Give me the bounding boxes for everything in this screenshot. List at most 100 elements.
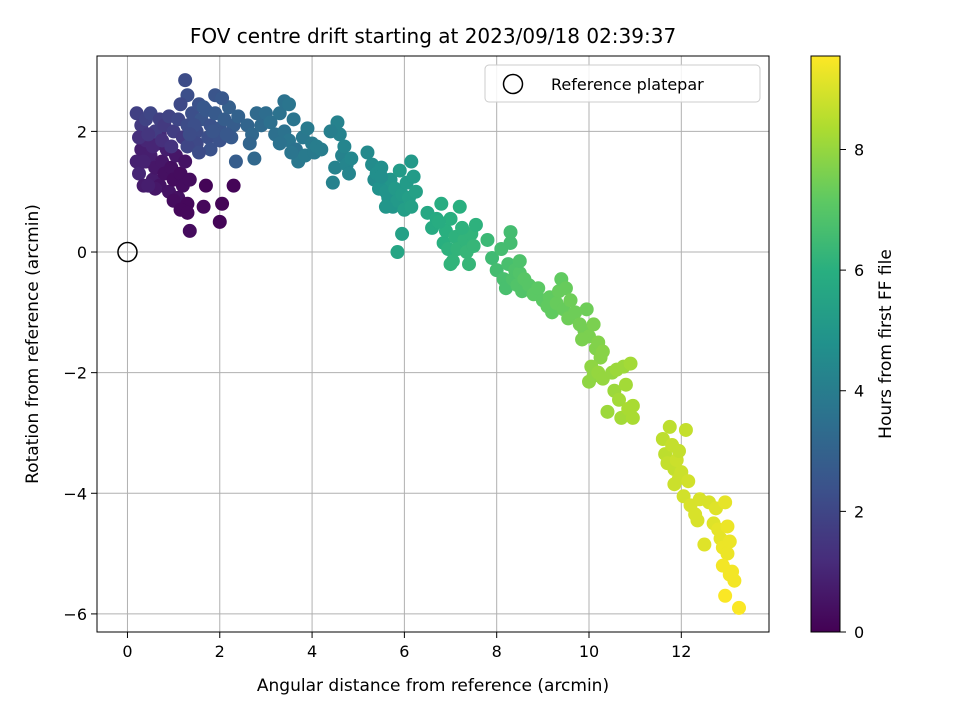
data-point [722,534,737,549]
data-point [408,184,423,199]
data-point [247,151,262,166]
data-point [192,145,206,160]
data-point [404,154,419,169]
legend-marker [502,73,524,95]
data-point [434,196,449,211]
data-point [732,600,746,615]
x-tick-label: 10 [579,642,599,661]
colorbar-tick-label: 8 [854,140,864,159]
data-point [720,546,735,561]
data-point [625,410,640,425]
y-tick-label: −6 [63,605,87,624]
chart-title: FOV centre drift starting at 2023/09/18 … [190,24,676,48]
data-point [136,154,151,169]
data-point [718,588,733,603]
data-point [678,422,693,437]
data-point [242,136,257,151]
data-point [180,139,195,154]
reference-point-marker [117,241,138,263]
data-point [374,169,389,184]
data-point [697,537,712,552]
data-point [344,151,359,166]
data-point [558,281,573,296]
data-point [203,142,218,157]
y-tick-label: −4 [63,484,87,503]
data-point [141,127,156,142]
data-point [662,419,677,434]
data-point [623,356,638,371]
data-point [395,226,410,241]
data-point [178,73,193,88]
x-tick-label: 0 [122,642,132,661]
data-point [178,154,193,169]
data-points [129,73,746,615]
data-point [531,281,546,296]
y-tick-label: −2 [63,364,87,383]
data-point [228,154,243,169]
data-point [231,109,246,124]
data-point [226,178,241,193]
data-point [378,199,393,214]
data-point [323,124,338,139]
data-point [196,100,211,115]
x-tick-label: 2 [215,642,225,661]
plot-frame [96,55,770,633]
data-point [182,172,197,187]
x-axis-label: Angular distance from reference (arcmin) [257,676,609,696]
data-point [690,513,705,528]
data-point [300,121,315,136]
data-point [390,245,405,260]
data-point [503,235,518,250]
data-point [503,225,518,240]
data-point [455,220,470,235]
legend: Reference platepar [484,64,761,103]
data-point [314,142,329,157]
data-point [612,392,626,407]
data-point [485,251,500,266]
data-point [672,444,686,459]
data-point [286,112,301,127]
y-tick-label: 2 [77,122,87,141]
data-point [263,115,278,130]
data-point [182,223,197,238]
data-point [406,169,421,184]
data-point [215,196,230,211]
data-point [480,232,495,247]
colorbar-tick-label: 2 [854,502,864,521]
data-point [667,477,682,492]
data-point [180,205,195,220]
data-point [443,257,458,272]
colorbar-tick-label: 0 [854,623,864,642]
y-axis-label: Rotation from reference (arcmin) [23,204,43,484]
data-point [392,163,407,178]
data-point [404,199,419,214]
x-tick-label: 4 [307,642,317,661]
data-point [468,217,483,232]
data-point [132,166,146,181]
data-point [618,377,633,392]
colorbar-ticks: 0 2 4 6 8 [840,140,864,642]
data-point [342,166,356,181]
y-axis-ticks: −6 −4 −2 0 2 [63,122,97,624]
data-point [215,91,230,106]
data-point [173,97,188,112]
x-axis-ticks: 0 2 4 6 8 10 12 [122,632,691,661]
data-point [575,332,590,347]
data-point [196,199,211,214]
data-point [212,214,227,229]
data-point [720,519,735,534]
colorbar-tick-label: 4 [854,382,864,401]
data-point [325,175,340,190]
data-point [466,238,481,253]
data-point [722,567,737,582]
x-tick-label: 8 [492,642,502,661]
data-point [563,293,578,308]
colorbar-tick-label: 6 [854,261,864,280]
data-point [182,127,197,142]
data-point [595,344,610,359]
data-point [718,495,733,510]
colorbar [810,55,841,633]
data-point [579,302,594,317]
data-point [432,214,446,229]
